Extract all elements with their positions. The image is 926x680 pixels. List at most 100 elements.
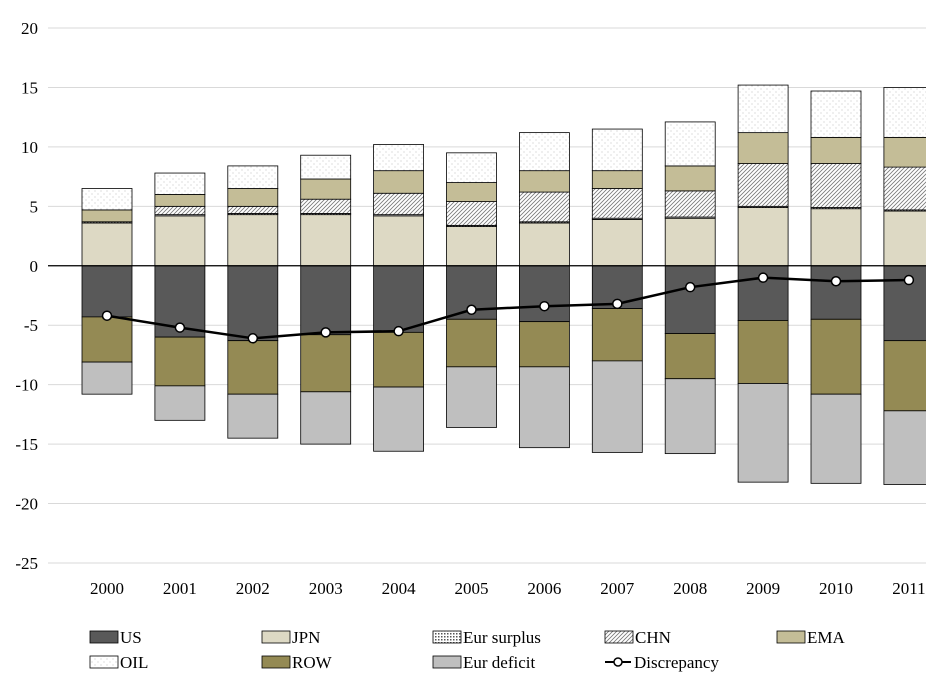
bar-segment-row [300, 334, 352, 393]
discrepancy-point [757, 272, 769, 283]
bar-segment-chn [227, 205, 279, 214]
bar-segment-eur-deficit [519, 366, 570, 449]
bar-segment-row [883, 340, 926, 412]
bar-segment-ema [446, 182, 497, 202]
x-tick-label: 2003 [309, 579, 343, 598]
bar-segment-chn [300, 198, 352, 214]
bar-segment-oil [300, 154, 352, 180]
legend-label: Discrepancy [634, 653, 719, 672]
bar-segment-oil [154, 172, 206, 195]
bar-segment-eur-deficit [154, 385, 206, 421]
bar-segment-jpn [591, 219, 643, 267]
bar-segment-oil [883, 87, 926, 138]
bar-segment-jpn [519, 222, 570, 267]
discrepancy-line [101, 272, 915, 344]
bar-segment-ema [227, 188, 279, 207]
legend-label: EMA [807, 628, 846, 647]
discrepancy-point [539, 300, 550, 312]
discrepancy-point [830, 275, 842, 287]
bar-segment-us [227, 265, 279, 342]
bar-segment-eur-deficit [446, 366, 497, 428]
legend-swatch-ema [776, 630, 806, 644]
bar-segment-eur-deficit [373, 386, 425, 452]
y-tick-label: -15 [15, 435, 38, 454]
bar-segment-oil [519, 132, 570, 172]
y-tick-label: -25 [15, 554, 38, 573]
x-tick-label: 2011 [892, 579, 925, 598]
bar-segment-oil [664, 121, 716, 167]
x-tick-label: 2004 [382, 579, 417, 598]
x-axis-tick-labels: 2000 2001 2002 2003 2004 2005 2006 2007 2008 2009… [90, 579, 926, 598]
bar-segment-ema [883, 136, 926, 168]
bar-segment-ema [591, 170, 643, 189]
y-tick-label: 15 [21, 78, 38, 97]
bar-segment-oil [446, 152, 497, 183]
legend-label: ROW [292, 653, 333, 672]
bar-segment-chn [519, 191, 570, 223]
discrepancy-point [684, 281, 696, 293]
bar-segment-eur-deficit [81, 361, 133, 395]
discrepancy-point [174, 322, 186, 333]
bar-segment-eur-deficit [664, 378, 716, 455]
discrepancy-point [320, 327, 331, 338]
bar-segment-eur-deficit [227, 393, 279, 439]
bar-segment-us [810, 265, 862, 320]
legend-swatch-oil [89, 655, 119, 669]
bar-segment-row [810, 318, 862, 395]
bar-segment-us [519, 265, 570, 323]
bar-segment-row [519, 321, 570, 368]
legend-marker-discrepancy [613, 657, 623, 667]
bar-segment-row [81, 316, 133, 363]
bar-segment-eur-deficit [300, 391, 352, 445]
bar-segment-chn [883, 166, 926, 211]
legend-swatch-chn [604, 630, 634, 644]
bar-segment-ema [737, 132, 789, 164]
discrepancy-point [466, 304, 477, 316]
legend-label: OIL [120, 653, 148, 672]
legend-label: Eur surplus [463, 628, 541, 647]
bar-segment-us [81, 265, 133, 318]
y-tick-label: 20 [21, 19, 38, 38]
bar-segment-us [300, 265, 352, 336]
legend-label: CHN [635, 628, 671, 647]
legend-swatch-jpn [261, 630, 291, 644]
bar-segment-chn [154, 205, 206, 216]
bar-segment-row [591, 308, 643, 362]
discrepancy-point [101, 310, 113, 321]
legend: US JPN Eur surplus CHN EMA OIL ROW Eur deficit D… [89, 628, 846, 672]
legend-swatch-us [89, 630, 119, 644]
bar-segment-row [664, 333, 716, 380]
legend-label: US [120, 628, 142, 647]
bars [81, 84, 926, 485]
bar-segment-jpn [446, 226, 497, 267]
bar-segment-ema [81, 209, 133, 223]
y-axis-tick-labels: -25 -20 -15 -10 -5 0 5 10 15 20 [15, 19, 38, 573]
legend-swatch-row [261, 655, 291, 669]
bar-segment-jpn [154, 215, 206, 267]
discrepancy-line-path [106, 276, 909, 340]
y-tick-label: -20 [15, 495, 38, 514]
bar-segment-chn [664, 190, 716, 218]
y-tick-label: 0 [30, 257, 39, 276]
bar-segment-jpn [810, 208, 862, 267]
y-tick-label: 5 [30, 197, 39, 216]
bar-segment-chn [373, 192, 425, 216]
bar-segment-row [446, 318, 497, 368]
discrepancy-point [903, 274, 915, 286]
bar-segment-row [373, 331, 425, 388]
x-tick-label: 2006 [527, 579, 561, 598]
bar-segment-oil [810, 90, 862, 138]
bar-segment-ema [810, 136, 862, 164]
bar-segment-ema [373, 170, 425, 194]
discrepancy-point [247, 333, 259, 344]
bar-segment-us [664, 265, 716, 334]
discrepancy-point [393, 325, 404, 337]
bar-segment-oil [81, 188, 133, 211]
bar-segment-row [154, 336, 206, 387]
legend-swatch-eur-deficit [432, 655, 462, 669]
x-tick-label: 2008 [673, 579, 707, 598]
bar-segment-jpn [227, 214, 279, 267]
bar-segment-jpn [81, 222, 133, 267]
bar-segment-oil [227, 165, 279, 189]
